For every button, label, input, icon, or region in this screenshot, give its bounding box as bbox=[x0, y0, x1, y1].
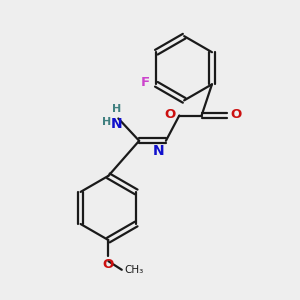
Text: CH₃: CH₃ bbox=[125, 265, 144, 275]
Text: H: H bbox=[102, 117, 111, 127]
Text: N: N bbox=[111, 117, 123, 131]
Text: F: F bbox=[141, 76, 150, 89]
Text: N: N bbox=[153, 144, 164, 158]
Text: O: O bbox=[230, 108, 242, 122]
Text: H: H bbox=[112, 104, 122, 114]
Text: O: O bbox=[103, 258, 114, 271]
Text: O: O bbox=[164, 108, 176, 122]
